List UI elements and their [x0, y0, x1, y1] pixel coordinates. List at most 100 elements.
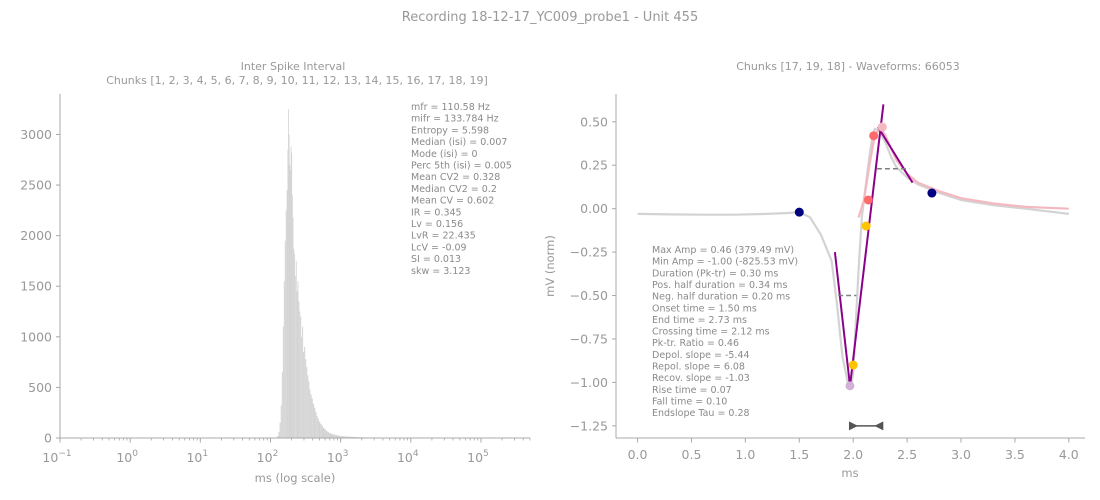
isi-bar — [291, 152, 293, 438]
waveform-y-tick-label: −1.25 — [570, 418, 608, 433]
isi-bar — [352, 436, 356, 438]
isi-bar — [325, 430, 328, 438]
isi-bar — [327, 431, 329, 438]
isi-histogram-panel: Inter Spike Interval Chunks [1, 2, 3, 4,… — [20, 60, 531, 485]
isi-bar — [286, 190, 288, 438]
isi-bar — [300, 316, 302, 438]
isi-bar — [296, 291, 298, 438]
isi-bar — [293, 248, 295, 438]
isi-x-tick-label: 100 — [116, 449, 138, 465]
isi-bar — [321, 425, 324, 438]
waveform-panel: Chunks [17, 19, 18] - Waveforms: 66053 0… — [543, 60, 1085, 480]
isi-y-tick-label: 500 — [28, 380, 52, 395]
isi-stat-line: Perc 5th (isi) = 0.005 — [411, 161, 512, 172]
isi-x-tick-label: 105 — [467, 449, 489, 465]
waveform-x-axis-label: ms — [841, 466, 858, 480]
waveform-stat-line: Recov. slope = -1.03 — [652, 373, 750, 384]
isi-stat-line: Lv = 0.156 — [411, 219, 463, 230]
isi-bar — [304, 346, 306, 438]
isi-bar — [308, 381, 310, 438]
waveform-x-tick-label: 0.0 — [628, 447, 648, 462]
waveform-stat-line: Depol. slope = -5.44 — [652, 350, 750, 361]
isi-bar — [306, 367, 308, 438]
isi-bar — [318, 421, 321, 438]
isi-stat-line: mfr = 110.58 Hz — [411, 102, 490, 113]
isi-x-tick-label: 10−1 — [42, 449, 71, 465]
waveform-stat-line: Pk-tr. Ratio = 0.46 — [652, 338, 739, 349]
waveform-y-axis-label: mV (norm) — [543, 235, 557, 297]
isi-y-tick-label: 0 — [44, 431, 52, 446]
duration-bracket-right-arrow — [874, 421, 884, 431]
isi-bar — [302, 326, 304, 438]
waveform-x-tick-label: 0.5 — [682, 447, 702, 462]
isi-bar — [285, 210, 287, 438]
waveform-stats-box: Max Amp = 0.46 (379.49 mV)Min Amp = -1.0… — [652, 245, 798, 419]
isi-bars — [276, 109, 411, 439]
waveform-y-tick-label: 0.25 — [580, 158, 608, 173]
isi-stat-line: Median CV2 = 0.2 — [411, 184, 497, 195]
waveform-marker — [794, 207, 804, 217]
waveform-stat-line: Fall time = 0.10 — [652, 396, 727, 407]
waveform-marker — [877, 122, 887, 132]
waveform-stat-line: Pos. half duration = 0.34 ms — [652, 280, 787, 291]
isi-axes: 0 500 1000 1500 2000 2500 3000 10−1 100 101 102 103… — [20, 94, 531, 465]
isi-bar — [277, 435, 279, 438]
waveform-marker — [869, 131, 879, 141]
isi-stat-line: Median (isi) = 0.007 — [411, 137, 507, 148]
waveform-marker — [845, 381, 855, 391]
isi-bar — [307, 375, 309, 438]
isi-bar — [301, 336, 303, 438]
waveform-y-tick-label: 0.00 — [580, 201, 608, 216]
isi-bar — [338, 435, 341, 438]
waveform-x-tick-label: 3.0 — [951, 447, 971, 462]
isi-y-tick-label: 2500 — [20, 178, 52, 193]
isi-y-tick-label: 1000 — [20, 329, 52, 344]
waveform-x-tick-label: 2.0 — [843, 447, 863, 462]
isi-bar — [309, 389, 311, 438]
waveform-x-tick-label: 2.5 — [897, 447, 917, 462]
waveform-marker — [863, 195, 873, 205]
isi-x-tick-label: 101 — [186, 449, 208, 465]
waveform-stat-line: End time = 2.73 ms — [652, 315, 747, 326]
isi-bar — [305, 359, 307, 438]
isi-bar — [295, 276, 296, 438]
isi-stat-line: Mean CV = 0.602 — [411, 196, 494, 207]
waveform-x-tick-label: 4.0 — [1059, 447, 1079, 462]
isi-bar — [324, 429, 326, 438]
isi-bar — [288, 134, 290, 438]
isi-y-tick-label: 2000 — [20, 228, 52, 243]
isi-bar — [288, 109, 289, 439]
isi-bar — [311, 398, 313, 438]
isi-x-tick-label: 102 — [257, 449, 279, 465]
isi-bar — [350, 436, 353, 438]
isi-bar — [279, 422, 281, 438]
isi-stat-line: Mean CV2 = 0.328 — [411, 172, 500, 183]
isi-bar — [289, 164, 291, 438]
waveform-stat-line: Duration (Pk-tr) = 0.30 ms — [652, 268, 778, 279]
isi-bar — [323, 427, 325, 438]
isi-bar — [348, 436, 351, 438]
isi-bar — [283, 281, 285, 438]
isi-bar — [333, 434, 336, 438]
isi-bar — [278, 431, 280, 438]
isi-subtitle: Chunks [1, 2, 3, 4, 5, 6, 7, 8, 9, 10, 1… — [106, 74, 488, 87]
isi-bar — [284, 240, 286, 438]
isi-stat-line: Mode (isi) = 0 — [411, 149, 478, 160]
isi-bar — [344, 436, 347, 438]
waveform-stat-line: Crossing time = 2.12 ms — [652, 327, 770, 338]
isi-bar — [346, 436, 349, 438]
isi-bar — [317, 418, 319, 438]
isi-bar — [312, 403, 314, 438]
waveform-marker — [927, 188, 937, 198]
isi-stat-line: IR = 0.345 — [411, 207, 462, 218]
isi-bar — [290, 146, 292, 439]
isi-bar — [303, 352, 305, 438]
waveform-stat-line: Rise time = 0.07 — [652, 385, 732, 396]
waveform-y-tick-label: −0.50 — [570, 288, 608, 303]
figure-title: Recording 18-12-17_YC009_probe1 - Unit 4… — [402, 10, 698, 25]
waveform-title: Chunks [17, 19, 18] - Waveforms: 66053 — [736, 60, 959, 73]
isi-stat-line: LvR = 22.435 — [411, 231, 476, 242]
waveform-stat-line: Neg. half duration = 0.20 ms — [652, 292, 790, 303]
